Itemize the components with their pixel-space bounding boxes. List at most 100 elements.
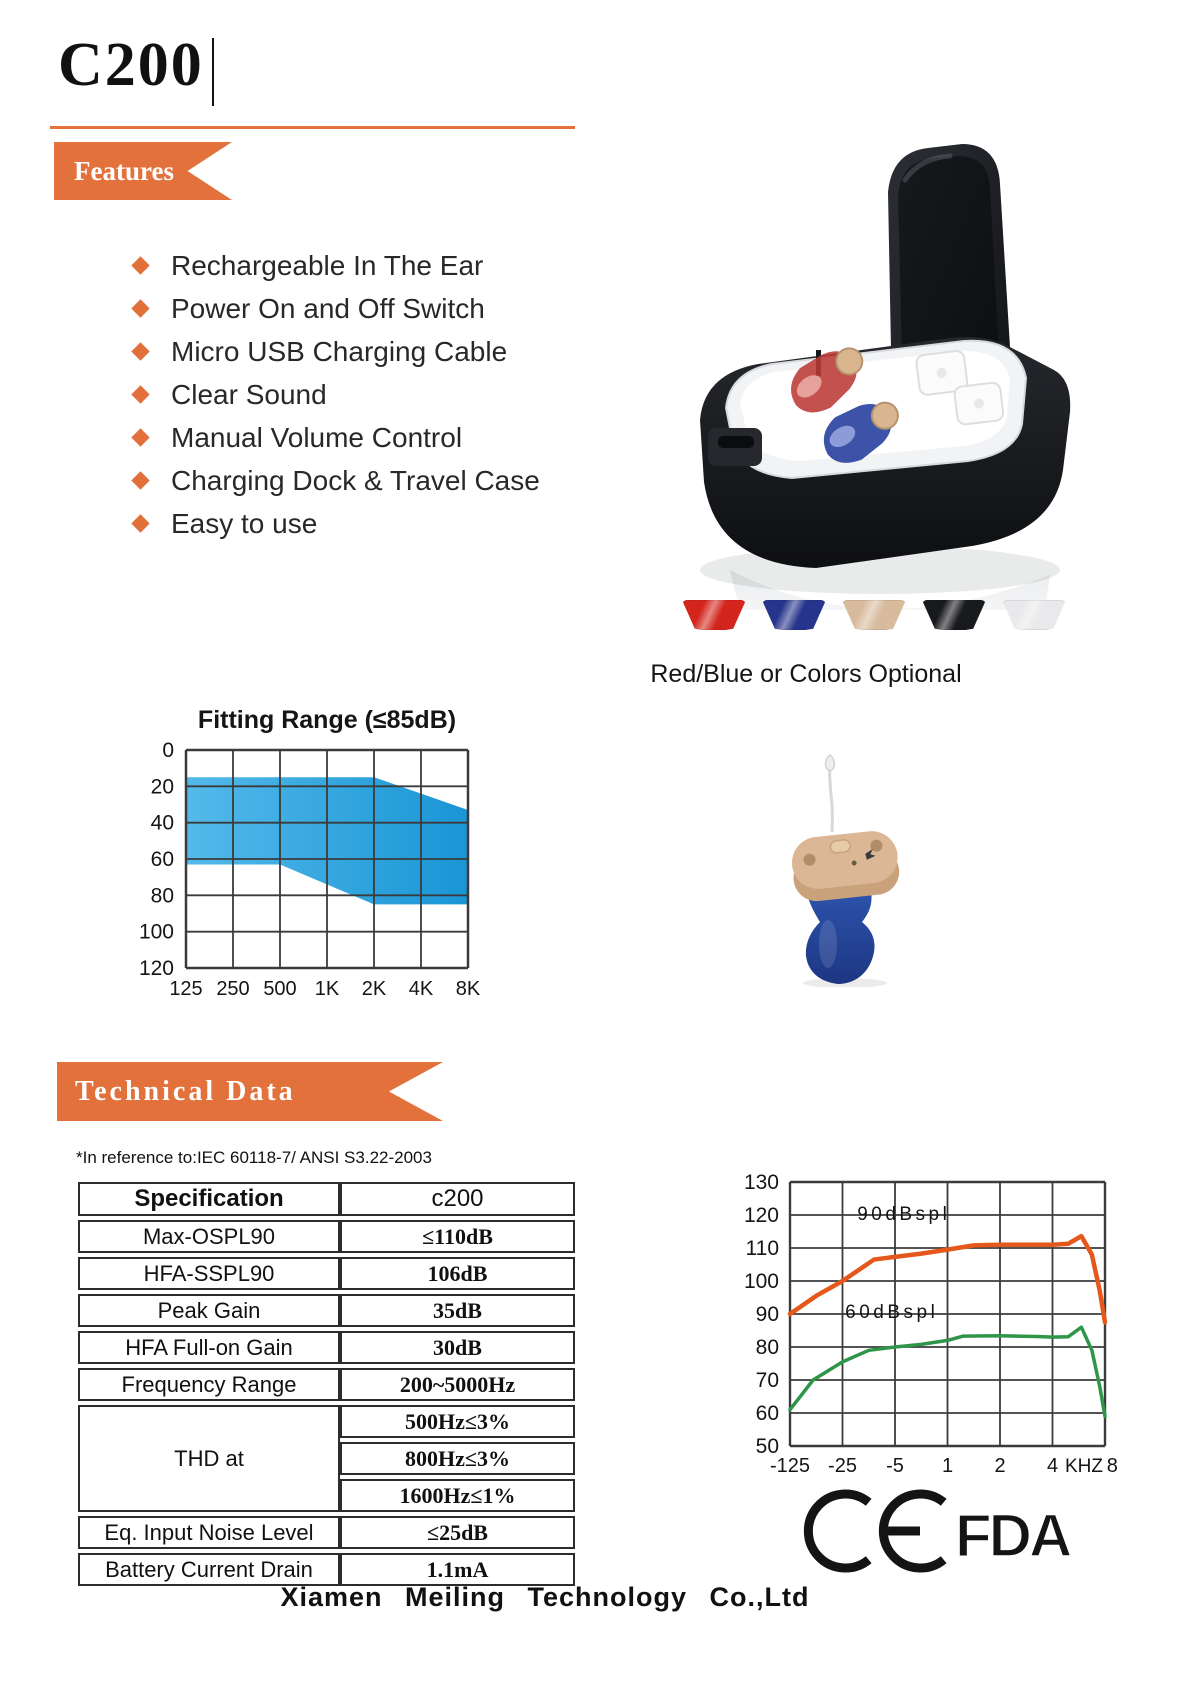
- series-90dBspl: [787, 1233, 1108, 1325]
- pull-string: [828, 765, 834, 833]
- output-spl-chart: 130 120 110 100 90 80 70 60 50 -125 -25 -5 1 2 4 8 KHZ 90…: [734, 1170, 1125, 1485]
- fda-logo: FDA: [954, 1501, 1075, 1570]
- feature-text: Manual Volume Control: [171, 421, 463, 453]
- svg-text:90dBspl: 90dBspl: [857, 1204, 950, 1225]
- color-swatch-black: [922, 600, 986, 630]
- ce-mark: [803, 1489, 947, 1573]
- company-name: Xiamen Meiling Technology Co.,Ltd: [280, 1582, 810, 1612]
- table-header-row: Specification c200: [78, 1182, 575, 1216]
- svg-text:130: 130: [744, 1171, 779, 1194]
- feature-item: Rechargeable In The Ear: [131, 244, 540, 287]
- svg-text:KHZ: KHZ: [1065, 1456, 1103, 1477]
- technical-banner-label: Technical Data: [75, 1075, 296, 1107]
- svg-text:8K: 8K: [456, 978, 481, 1000]
- spec-label: Eq. Input Noise Level: [78, 1516, 340, 1549]
- svg-text:40: 40: [151, 812, 174, 835]
- case-base: [700, 337, 1071, 568]
- model-column-header: c200: [340, 1182, 575, 1216]
- color-swatch-red: [682, 600, 746, 630]
- spec-value: 106dB: [340, 1257, 575, 1290]
- color-options-row: [682, 600, 1066, 630]
- spec-value: 200~5000Hz: [340, 1368, 575, 1401]
- table-row: Max-OSPL90 ≤110dB: [78, 1220, 575, 1253]
- diamond-bullet-icon: [131, 342, 150, 361]
- charging-case-photo: [620, 140, 1090, 709]
- spec-label: Peak Gain: [78, 1294, 340, 1327]
- reference-note: *In reference to:IEC 60118-7/ ANSI S3.22…: [76, 1148, 432, 1167]
- svg-text:60: 60: [151, 848, 174, 871]
- svg-text:4K: 4K: [409, 978, 434, 1000]
- features-list: Rechargeable In The Ear Power On and Off…: [131, 244, 540, 545]
- diamond-bullet-icon: [131, 471, 150, 490]
- feature-text: Power On and Off Switch: [171, 292, 485, 324]
- table-row-thd: THD at 500Hz≤3%: [78, 1405, 575, 1512]
- spec-label: Max-OSPL90: [78, 1220, 340, 1253]
- spec-value: ≤25dB: [340, 1516, 575, 1549]
- svg-text:250: 250: [216, 978, 249, 1000]
- feature-text: Easy to use: [171, 507, 318, 539]
- svg-text:80: 80: [756, 1336, 779, 1359]
- features-section-banner: Features: [54, 142, 232, 200]
- feature-text: Micro USB Charging Cable: [171, 335, 508, 367]
- diamond-bullet-icon: [131, 256, 150, 275]
- svg-text:100: 100: [744, 1270, 779, 1293]
- svg-text:2K: 2K: [362, 978, 387, 1000]
- spec-value: 30dB: [340, 1331, 575, 1364]
- svg-text:0: 0: [162, 739, 174, 762]
- svg-text:1K: 1K: [315, 978, 340, 1000]
- svg-text:-125: -125: [770, 1455, 810, 1477]
- table-row: Peak Gain 35dB: [78, 1294, 575, 1327]
- svg-text:1: 1: [942, 1455, 953, 1477]
- certification-logos: FDA: [795, 1482, 1085, 1582]
- spec-table: Specification c200 Max-OSPL90 ≤110dB HFA-…: [78, 1178, 575, 1590]
- svg-text:120: 120: [139, 957, 174, 980]
- table-row-thd: 800Hz≤3%: [78, 1442, 575, 1475]
- hearing-aid-photo: [770, 752, 920, 988]
- svg-text:Fitting Range (≤85dB): Fitting Range (≤85dB): [198, 706, 456, 734]
- fitting-range-chart: Fitting Range (≤85dB) 0 20 40 60 80 100 120 125 2…: [120, 700, 482, 1013]
- diamond-bullet-icon: [131, 299, 150, 318]
- svg-text:500: 500: [263, 978, 296, 1000]
- charging-case-graphic: [700, 144, 1071, 709]
- spec-value: 1600Hz≤1%: [340, 1479, 575, 1512]
- technical-section-banner: Technical Data: [57, 1062, 443, 1121]
- svg-text:8: 8: [1107, 1455, 1118, 1477]
- diamond-bullet-icon: [131, 428, 150, 447]
- blue-hearing-aid: [823, 401, 899, 463]
- svg-text:60: 60: [756, 1402, 779, 1425]
- feature-text: Clear Sound: [171, 378, 327, 410]
- spec-label-thd: THD at: [78, 1405, 340, 1512]
- spec-label: Battery Current Drain: [78, 1553, 340, 1586]
- color-swatch-white: [1002, 600, 1066, 630]
- feature-item: Clear Sound: [131, 373, 540, 416]
- table-row: Battery Current Drain 1.1mA: [78, 1553, 575, 1586]
- svg-text:100: 100: [139, 921, 174, 944]
- string-tip: [824, 754, 836, 772]
- earpiece-body: [805, 885, 875, 984]
- svg-text:20: 20: [151, 775, 174, 798]
- feature-text: Charging Dock & Travel Case: [171, 464, 540, 496]
- spec-label: HFA Full-on Gain: [78, 1331, 340, 1364]
- feature-item: Manual Volume Control: [131, 416, 540, 459]
- svg-text:120: 120: [744, 1204, 779, 1227]
- spec-value: 1.1mA: [340, 1553, 575, 1586]
- feature-item: Easy to use: [131, 502, 540, 545]
- accent-rule: [50, 126, 575, 129]
- svg-text:80: 80: [151, 884, 174, 907]
- diamond-bullet-icon: [131, 514, 150, 533]
- red-hearing-aid: [791, 347, 864, 413]
- feature-text: Rechargeable In The Ear: [171, 249, 484, 281]
- svg-text:4: 4: [1047, 1455, 1058, 1477]
- certs-graphic: FDA: [803, 1489, 1075, 1573]
- color-options-caption: Red/Blue or Colors Optional: [650, 660, 962, 688]
- series-60dBspl: [788, 1325, 1107, 1419]
- feature-item: Charging Dock & Travel Case: [131, 459, 540, 502]
- table-row: HFA-SSPL90 106dB: [78, 1257, 575, 1290]
- spec-value: 35dB: [340, 1294, 575, 1327]
- svg-text:-25: -25: [828, 1455, 857, 1477]
- svg-text:2: 2: [994, 1455, 1005, 1477]
- hearing-aid-graphic: [791, 754, 900, 988]
